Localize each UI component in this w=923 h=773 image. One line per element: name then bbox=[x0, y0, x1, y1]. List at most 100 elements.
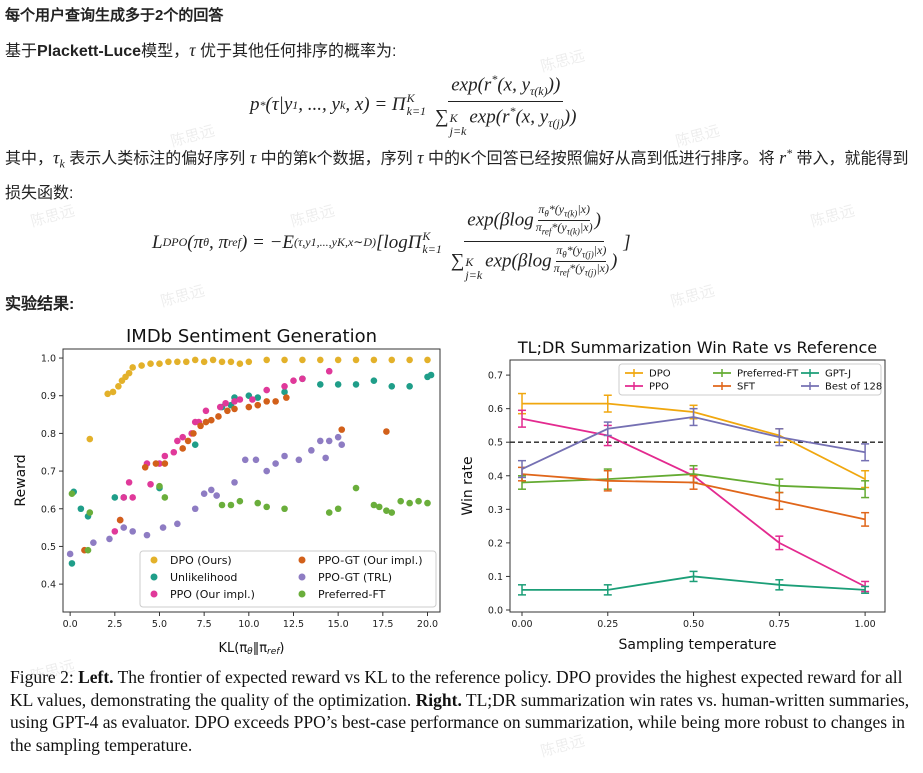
point bbox=[152, 460, 160, 467]
point bbox=[213, 492, 220, 499]
point bbox=[179, 433, 187, 441]
point bbox=[184, 437, 192, 445]
math: [logΠ bbox=[376, 231, 422, 253]
point bbox=[161, 494, 169, 501]
point bbox=[236, 360, 244, 367]
text: 表示人类标注的偏好序列 bbox=[64, 150, 250, 168]
point bbox=[245, 403, 253, 411]
y-tick-label: 1.0 bbox=[41, 354, 56, 365]
legend-marker bbox=[150, 556, 158, 564]
math: )) bbox=[563, 106, 577, 128]
math: j=k bbox=[465, 268, 483, 283]
y-tick-label: 0.5 bbox=[41, 542, 56, 553]
x-tick-label: 10.0 bbox=[238, 619, 259, 630]
point bbox=[129, 364, 136, 371]
math: *(y bbox=[566, 242, 582, 257]
math: *(y bbox=[551, 220, 567, 235]
math: ∑ bbox=[450, 250, 465, 272]
x-axis-label-part: ‖π bbox=[253, 641, 268, 655]
point bbox=[352, 381, 360, 388]
charts: IMDb Sentiment Generation KL(πθ‖πref) Rewa… bbox=[13, 326, 886, 655]
math: , π bbox=[209, 231, 229, 253]
math: k bbox=[59, 156, 65, 171]
math: k=1 bbox=[406, 104, 427, 119]
math: K bbox=[465, 255, 474, 270]
math: * bbox=[491, 72, 498, 86]
point bbox=[174, 520, 181, 528]
paragraph: 其中，τk 表示人类标注的偏好序列 τ 中的第k个数据，序列 τ 中的K个回答已… bbox=[5, 138, 915, 209]
y-axis-label: Reward bbox=[13, 454, 29, 506]
point bbox=[165, 358, 172, 366]
point bbox=[174, 437, 181, 445]
point bbox=[424, 499, 431, 507]
point bbox=[406, 383, 413, 390]
y-tick-label: 0.4 bbox=[488, 471, 503, 482]
point bbox=[111, 528, 119, 535]
point bbox=[263, 386, 270, 394]
point bbox=[415, 497, 422, 505]
math: )) bbox=[547, 74, 561, 96]
point bbox=[86, 435, 94, 443]
point bbox=[170, 448, 178, 456]
x-axis-label-part: ref bbox=[267, 647, 281, 655]
math: , ..., y bbox=[298, 94, 340, 116]
point bbox=[281, 383, 288, 390]
point bbox=[254, 499, 262, 507]
legend-label: Preferred-FT bbox=[318, 588, 386, 601]
point bbox=[106, 535, 113, 543]
point bbox=[241, 456, 249, 464]
point bbox=[191, 441, 199, 449]
point bbox=[218, 501, 226, 509]
point bbox=[295, 456, 303, 464]
text: 中的K个回答已经按照偏好从高到低进行排序。将 bbox=[423, 150, 780, 168]
x-tick-label: 15.0 bbox=[328, 619, 349, 630]
y-tick-label: 0.6 bbox=[41, 504, 56, 515]
x-tick-label: 2.5 bbox=[107, 619, 122, 630]
math: * bbox=[786, 146, 793, 160]
plot-frame bbox=[62, 348, 441, 613]
math: πref*(yτ(k)|x) bbox=[536, 221, 593, 238]
math: τ(j) bbox=[582, 249, 594, 260]
point bbox=[334, 381, 342, 388]
point bbox=[218, 358, 226, 366]
point bbox=[370, 377, 378, 384]
point bbox=[427, 371, 435, 379]
math: *(y bbox=[569, 261, 585, 276]
y-tick-label: 0.3 bbox=[488, 505, 503, 516]
math: K bbox=[449, 111, 458, 126]
point bbox=[190, 430, 197, 437]
point bbox=[125, 479, 133, 486]
point bbox=[322, 454, 329, 462]
point bbox=[406, 499, 413, 507]
point bbox=[388, 356, 396, 364]
point bbox=[231, 398, 238, 405]
x-tick-label: 0.75 bbox=[769, 619, 790, 630]
x-tick-label: 0.25 bbox=[597, 619, 618, 630]
legend-label: Unlikelihood bbox=[170, 571, 237, 584]
x-tick-label: 5.0 bbox=[152, 619, 167, 630]
x-axis-label: KL(πθ‖πref) bbox=[219, 641, 285, 655]
y-axis-label: Win rate bbox=[460, 456, 476, 515]
point bbox=[156, 360, 163, 367]
watermark: 陈思远 bbox=[158, 282, 207, 311]
point bbox=[115, 383, 122, 390]
point bbox=[147, 480, 154, 488]
y-tick-label: 0.9 bbox=[41, 391, 56, 402]
math: p bbox=[250, 94, 260, 116]
math: DPO bbox=[162, 235, 188, 250]
numerator: exp(r*(x, yτ(k))) bbox=[448, 72, 564, 103]
heading: 每个用户查询生成多于2个的回答 bbox=[5, 7, 224, 24]
point bbox=[263, 356, 270, 364]
legend-marker bbox=[298, 590, 306, 598]
x-tick-label: 0.50 bbox=[683, 619, 704, 630]
point bbox=[334, 433, 342, 441]
x-axis-label: Sampling temperature bbox=[619, 637, 777, 653]
y-tick-label: 0.7 bbox=[488, 371, 503, 382]
y-tick-label: 0.1 bbox=[488, 572, 503, 583]
point bbox=[325, 367, 333, 375]
